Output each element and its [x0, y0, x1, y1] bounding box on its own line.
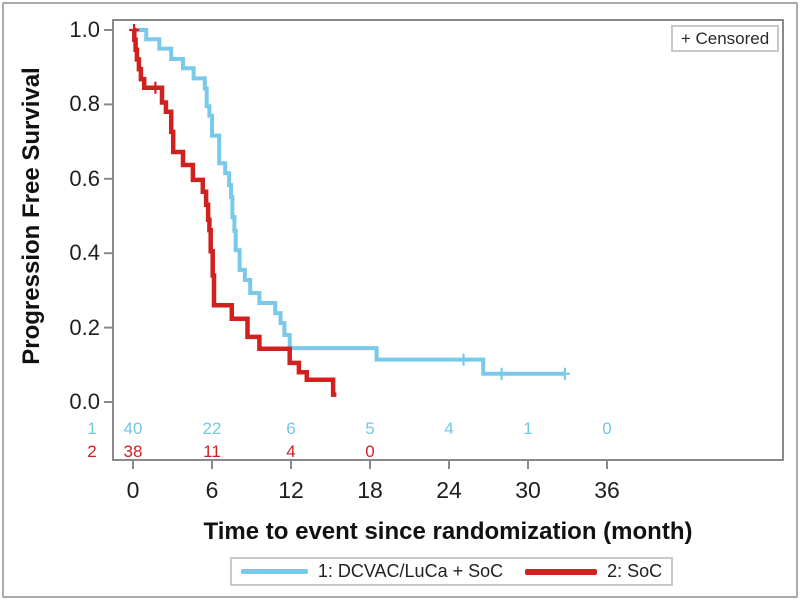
risk-count: 5 — [365, 419, 375, 438]
x-tick-label: 18 — [357, 477, 383, 503]
y-tick-label: 0.6 — [69, 166, 100, 191]
x-tick-label: 30 — [515, 477, 541, 503]
y-tick-label: 0.0 — [69, 389, 100, 414]
legend-line-swatch-blue — [240, 569, 308, 574]
risk-count: 0 — [602, 419, 612, 438]
risk-count: 22 — [202, 419, 222, 438]
x-tick-label: 36 — [594, 477, 620, 503]
y-tick-label: 0.2 — [69, 315, 100, 340]
risk-count: 1 — [523, 419, 533, 438]
y-tick-label: 0.8 — [69, 91, 100, 116]
x-tick-label: 0 — [126, 477, 140, 503]
risk-row-label: 2 — [87, 442, 97, 461]
risk-count: 40 — [123, 419, 143, 438]
legend-item-arm2: 2: SoC — [503, 561, 662, 582]
y-tick-label: 0.4 — [69, 240, 100, 265]
censored-label: + Censored — [680, 28, 770, 48]
legend-line-swatch-red — [525, 568, 598, 575]
x-axis-title: Time to event since randomization (month… — [203, 518, 693, 545]
legend-label: 1: DCVAC/LuCa + SoC — [317, 561, 504, 581]
risk-count: 11 — [203, 442, 221, 461]
y-tick-label: 1.0 — [69, 17, 100, 42]
risk-count: 0 — [365, 442, 375, 461]
x-tick-label: 6 — [205, 477, 219, 503]
legend-box: 1: DCVAC/LuCa + SoC 2: SoC — [230, 557, 673, 586]
x-tick-label: 24 — [436, 477, 462, 503]
legend-label: 2: SoC — [607, 561, 663, 581]
risk-count: 6 — [286, 419, 296, 438]
legend-item-arm1: 1: DCVAC/LuCa + SoC — [240, 561, 504, 582]
risk-count: 38 — [123, 442, 143, 461]
censored-box: + Censored — [671, 25, 779, 52]
y-axis-title: Progression Free Survival — [18, 67, 45, 365]
x-tick-label: 12 — [278, 477, 304, 503]
risk-count: 4 — [286, 442, 296, 461]
risk-count: 4 — [444, 419, 454, 438]
risk-row-label: 1 — [87, 419, 97, 438]
